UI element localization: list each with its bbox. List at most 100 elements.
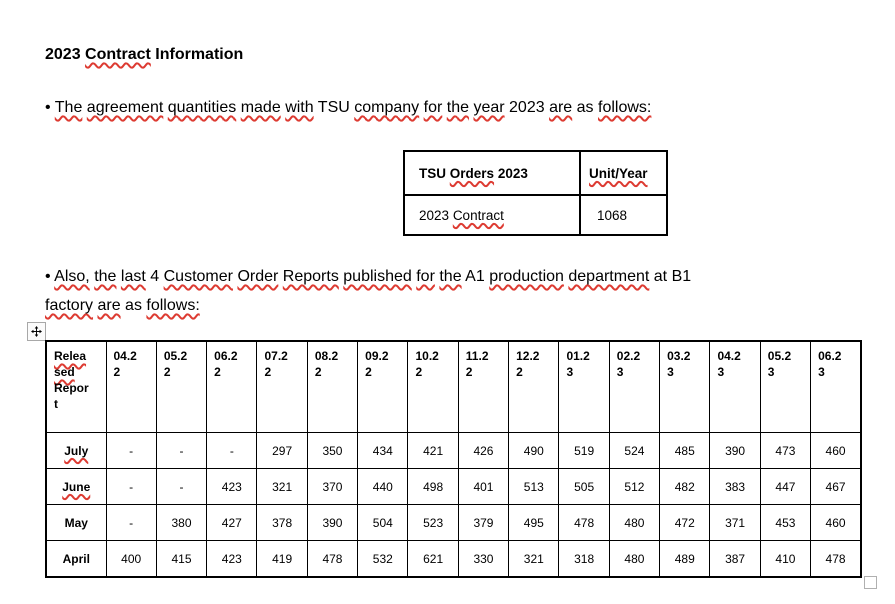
row-header-month-name[interactable]: May [45,504,107,541]
report-value-cell[interactable]: - [155,432,208,469]
report-value-cell[interactable]: 297 [256,432,308,469]
month-column-header[interactable]: 04.2 2 [105,340,157,433]
month-column-header[interactable]: 08.2 2 [306,340,359,433]
report-value-cell[interactable]: 350 [306,432,359,469]
report-value-cell[interactable]: 478 [558,504,610,541]
month-column-header[interactable]: 01.2 3 [558,340,610,433]
contract-table-header-row: TSU Orders 2023 Unit/Year [403,150,668,196]
table-move-handle[interactable] [27,322,46,341]
report-value-cell[interactable]: 410 [759,540,812,578]
report-value-cell[interactable]: - [105,468,157,505]
contract-table-header-unit-year[interactable]: Unit/Year [579,150,668,196]
report-value-cell[interactable]: 472 [659,504,711,541]
report-value-cell[interactable]: 513 [508,468,560,505]
month-column-header[interactable]: 11.2 2 [457,340,510,433]
report-value-cell[interactable]: - [105,432,157,469]
report-value-cell[interactable]: 482 [659,468,711,505]
report-value-cell[interactable]: 390 [709,432,761,469]
bullet-agreement-quantities[interactable]: • The agreement quantities made with TSU… [45,93,865,122]
report-value-cell[interactable]: 330 [457,540,510,578]
report-value-cell[interactable]: 467 [810,468,862,505]
report-value-cell[interactable]: 460 [810,504,862,541]
report-value-cell[interactable]: 427 [206,504,258,541]
report-value-cell[interactable]: 434 [357,432,409,469]
word: April [62,551,90,566]
report-value-cell[interactable]: 504 [357,504,409,541]
misspelled-word: agreement [86,99,164,116]
word: 2023 [419,207,450,223]
contract-table-label-cell[interactable]: 2023 Contract [403,194,581,236]
report-value-cell[interactable]: 378 [256,504,308,541]
month-column-header[interactable]: 06.2 2 [206,340,258,433]
report-value-cell[interactable]: 480 [608,504,661,541]
month-column-header[interactable]: 10.2 2 [407,340,459,433]
month-column-header[interactable]: 07.2 2 [256,340,308,433]
month-column-header[interactable]: 03.2 3 [659,340,711,433]
misspelled-word: follows: [598,99,652,116]
report-value-cell[interactable]: 370 [306,468,359,505]
report-value-cell[interactable]: 421 [407,432,459,469]
report-value-cell[interactable]: - [155,468,208,505]
report-value-cell[interactable]: 512 [608,468,661,505]
report-value-cell[interactable]: 489 [659,540,711,578]
report-value-cell[interactable]: 415 [155,540,208,578]
report-value-cell[interactable]: 485 [659,432,711,469]
misspelled-word: production [489,268,564,285]
report-value-cell[interactable]: 379 [457,504,510,541]
report-value-cell[interactable]: 380 [155,504,208,541]
report-value-cell[interactable]: 447 [759,468,812,505]
report-value-cell[interactable]: 321 [256,468,308,505]
month-column-header[interactable]: 04.2 3 [709,340,761,433]
report-value-cell[interactable]: 524 [608,432,661,469]
month-column-header[interactable]: 05.2 3 [759,340,812,433]
report-value-cell[interactable]: 400 [105,540,157,578]
word: 2023 [497,165,528,181]
report-value-cell[interactable]: 505 [558,468,610,505]
document-title[interactable]: 2023 Contract Information [45,44,243,66]
month-column-header[interactable]: 12.2 2 [508,340,560,433]
row-header-month-name[interactable]: July [45,432,107,469]
report-value-cell[interactable]: 423 [206,468,258,505]
report-value-cell[interactable]: 621 [407,540,459,578]
month-column-header[interactable]: 09.2 2 [357,340,409,433]
report-value-cell[interactable]: 478 [810,540,862,578]
misspelled-word: the [94,268,117,285]
report-value-cell[interactable]: 321 [508,540,560,578]
report-value-cell[interactable]: 495 [508,504,560,541]
report-value-cell[interactable]: 498 [407,468,459,505]
misspelled-word: department [568,268,650,285]
bullet-customer-order-reports[interactable]: • Also, the last 4 Customer Order Report… [45,262,873,320]
report-value-cell[interactable]: 419 [256,540,308,578]
word: 2023 [509,99,545,116]
report-value-cell[interactable]: 401 [457,468,510,505]
report-value-cell[interactable]: 519 [558,432,610,469]
report-value-cell[interactable]: 318 [558,540,610,578]
report-value-cell[interactable]: 532 [357,540,409,578]
report-value-cell[interactable]: 383 [709,468,761,505]
report-value-cell[interactable]: 390 [306,504,359,541]
report-value-cell[interactable]: 473 [759,432,812,469]
table-resize-handle[interactable] [864,576,877,589]
row-header-month-name[interactable]: April [45,540,107,578]
report-value-cell[interactable]: 480 [608,540,661,578]
report-value-cell[interactable]: 423 [206,540,258,578]
report-value-cell[interactable]: 440 [357,468,409,505]
contract-table-value-cell[interactable]: 1068 [579,194,668,236]
report-value-cell[interactable]: 426 [457,432,510,469]
report-value-cell[interactable]: 478 [306,540,359,578]
report-value-cell[interactable]: 460 [810,432,862,469]
report-value-cell[interactable]: 387 [709,540,761,578]
report-value-cell[interactable]: 490 [508,432,560,469]
report-value-cell[interactable]: - [206,432,258,469]
month-column-header[interactable]: 02.2 3 [608,340,661,433]
row-header-month-name[interactable]: June [45,468,107,505]
month-column-header[interactable]: 06.2 3 [810,340,862,433]
report-value-cell[interactable]: - [105,504,157,541]
report-value-cell[interactable]: 453 [759,504,812,541]
report-value-cell[interactable]: 523 [407,504,459,541]
contract-table-header-orders[interactable]: TSU Orders 2023 [403,150,581,196]
released-report-corner-header[interactable]: Relea sed Repor t [45,340,107,433]
month-column-header[interactable]: 05.2 2 [155,340,208,433]
report-value-cell[interactable]: 371 [709,504,761,541]
